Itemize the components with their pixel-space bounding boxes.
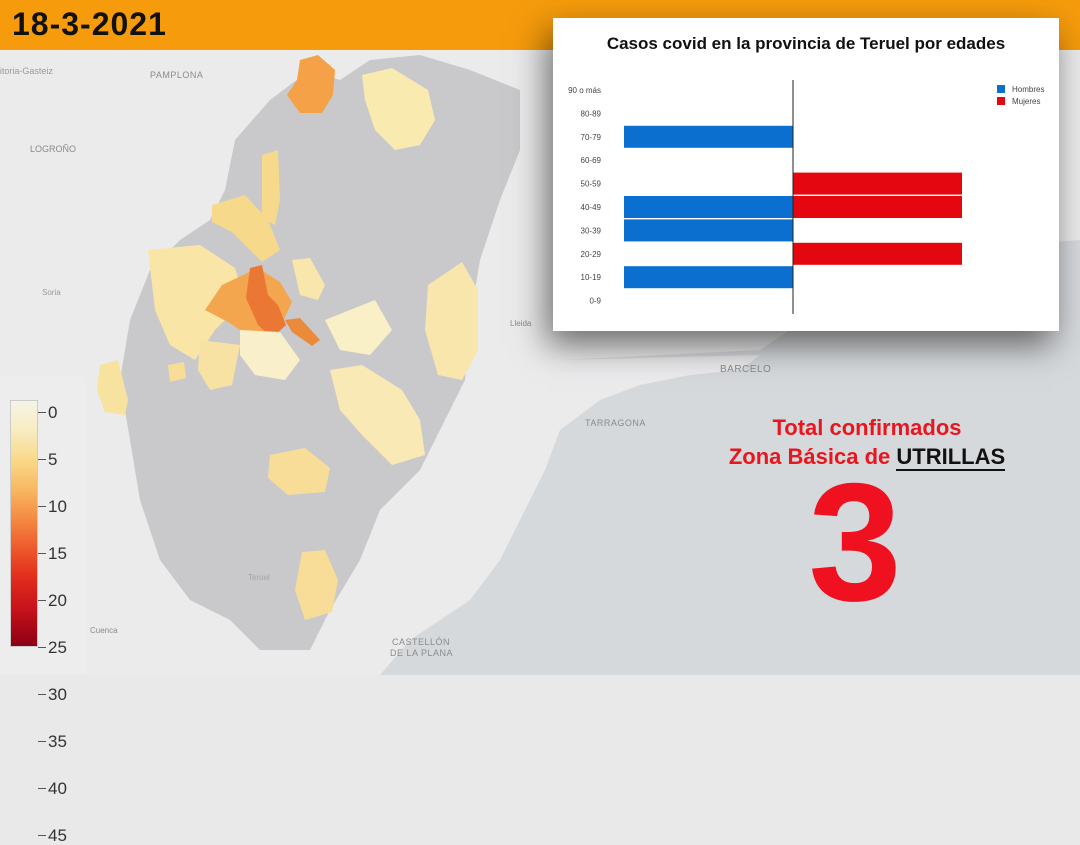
- color-scale-legend: 0 5 10 15 20 25 30 35 40 45: [0, 376, 87, 844]
- bar-hombres: [624, 219, 793, 242]
- map-label-castellon-1: CASTELLÓN: [392, 637, 450, 647]
- zone-east-2: [330, 365, 425, 465]
- zone-center-5: [292, 258, 325, 300]
- legend-tick-label: 5: [48, 450, 58, 469]
- chart-title: Casos covid en la provincia de Teruel po…: [606, 34, 1006, 53]
- legend-tick-label: 45: [48, 826, 67, 845]
- zone-center-4: [285, 318, 320, 346]
- bar-hombres: [624, 196, 793, 218]
- date-label: 18-3-2021: [12, 6, 167, 42]
- legend-tick-label: 15: [48, 544, 67, 563]
- bar-mujeres: [793, 196, 962, 218]
- map-label-lleida: Lleida: [510, 319, 532, 328]
- map-label-pamplona: PAMPLONA: [150, 70, 203, 80]
- total-confirmados-label: Total confirmados: [772, 415, 962, 440]
- legend-tick-mark: [38, 647, 46, 648]
- zone-north-1: [287, 55, 335, 113]
- sea-area: [380, 240, 1080, 675]
- legend-tick-label: 40: [48, 779, 67, 798]
- zone-south-1: [268, 448, 330, 495]
- zone-south-2: [295, 550, 338, 620]
- zona-basica-prefix: Zona Básica de: [728, 444, 891, 469]
- legend-tick-label: 30: [48, 685, 67, 704]
- y-tick-label: 50-59: [581, 180, 602, 189]
- legend-tick-label: 25: [48, 638, 67, 657]
- zone-center-8: [198, 340, 240, 390]
- legend-tick-mark: [38, 694, 46, 695]
- bar-mujeres: [793, 242, 962, 265]
- zone-small-1: [168, 362, 186, 382]
- legend-tick-mark: [38, 835, 46, 836]
- legend-tick-label: 10: [48, 497, 67, 516]
- age-chart-panel: Casos covid en la provincia de Teruel po…: [553, 18, 1059, 331]
- zone-east-1: [425, 262, 478, 380]
- zone-center-6: [240, 330, 300, 380]
- y-tick-label: 20-29: [581, 250, 602, 259]
- zone-center-1: [148, 245, 245, 360]
- legend-label: Mujeres: [1012, 97, 1040, 106]
- zone-center-3: [246, 265, 286, 338]
- y-tick-label: 40-49: [581, 203, 602, 212]
- map-label-soria: Soria: [42, 288, 61, 297]
- legend-gradient-bar: [10, 400, 38, 647]
- zona-basica-line: Zona Básica de UTRILLAS: [722, 444, 1012, 471]
- legend-swatch: [997, 97, 1005, 105]
- y-tick-label: 30-39: [581, 226, 602, 235]
- legend-tick-mark: [38, 506, 46, 507]
- zone-north-3: [262, 150, 280, 225]
- zone-north-4: [212, 195, 280, 262]
- y-tick-label: 70-79: [581, 133, 602, 142]
- bar-hombres: [624, 125, 793, 148]
- map-label-tarragona: TARRAGONA: [585, 418, 646, 428]
- y-tick-label: 90 o más: [568, 86, 601, 95]
- legend-tick-mark: [38, 459, 46, 460]
- bar-mujeres: [793, 172, 962, 195]
- legend-tick-mark: [38, 788, 46, 789]
- map-label-barcelona: BARCELO: [720, 364, 771, 375]
- map-label-castellon-2: DE LA PLANA: [390, 648, 453, 658]
- zone-center-7: [325, 300, 392, 355]
- y-tick-label: 80-89: [581, 109, 602, 118]
- legend-tick-mark: [38, 553, 46, 554]
- zone-name: UTRILLAS: [896, 444, 1006, 471]
- map-label-logrono: LOGROÑO: [30, 144, 76, 154]
- age-bar-chart: 90 o más 80-89 70-79 60-69 50-59 40-49 30-39 20…: [568, 80, 1044, 314]
- y-tick-label: 10-19: [581, 273, 602, 282]
- y-tick-label: 60-69: [581, 156, 602, 165]
- legend-tick-mark: [38, 600, 46, 601]
- zone-north-2: [362, 68, 435, 150]
- legend-tick-mark: [38, 741, 46, 742]
- map-label-cuenca: Cuenca: [90, 626, 118, 635]
- bar-hombres: [624, 266, 793, 289]
- y-tick-label: 0-9: [589, 297, 601, 306]
- map-label-vitoria: Vitoria-Gasteiz: [0, 66, 53, 76]
- map-label-teruel: Teruel: [248, 573, 270, 582]
- legend-tick-label: 0: [48, 403, 58, 422]
- legend-tick-label: 35: [48, 732, 67, 751]
- legend-swatch: [997, 85, 1005, 93]
- legend-label: Hombres: [1012, 85, 1044, 94]
- zone-west-1: [97, 360, 128, 415]
- legend-tick-label: 20: [48, 591, 67, 610]
- total-cases-number: 3: [808, 448, 902, 636]
- legend-tick-mark: [38, 412, 46, 413]
